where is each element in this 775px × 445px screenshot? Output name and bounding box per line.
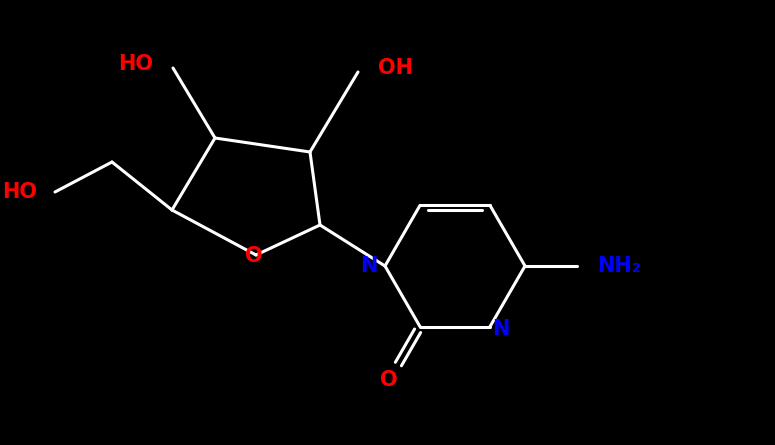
Text: OH: OH — [378, 58, 413, 78]
Text: O: O — [381, 370, 398, 390]
Text: N: N — [492, 319, 509, 339]
Text: HO: HO — [2, 182, 37, 202]
Text: N: N — [360, 256, 377, 276]
Text: NH₂: NH₂ — [597, 256, 641, 276]
Text: HO: HO — [118, 54, 153, 74]
Text: O: O — [245, 246, 263, 266]
